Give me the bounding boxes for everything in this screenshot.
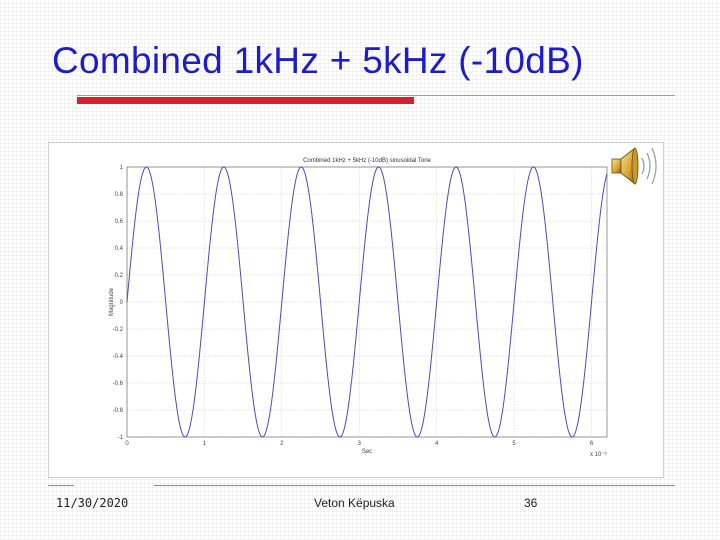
y-tick-label: 0.2 [115,273,124,279]
y-tick-label: 1 [120,165,124,171]
title-accent-bar [77,97,414,104]
y-tick-label: 0.4 [115,246,124,252]
x-tick-label: 2 [280,441,284,447]
title-divider [77,95,675,96]
x-axis-ticks: 0 1 2 3 4 5 6 [125,441,594,447]
y-axis-label: Magnitude [109,287,115,316]
y-axis-ticks: 1 0.8 0.6 0.4 0.2 0 -0.2 -0.4 -0.6 -0.8 -1 [113,165,124,441]
footer-page-number: 36 [524,496,538,510]
x-axis-label: Sec [362,449,372,455]
y-tick-label: 0 [120,300,124,306]
x-tick-label: 5 [512,441,516,447]
footer-divider [154,485,675,486]
audio-speaker-button[interactable] [604,140,662,194]
y-tick-label: -0.6 [113,381,124,387]
y-tick-label: -0.2 [113,327,124,333]
footer-divider-left [48,485,74,486]
chart-figure: Combined 1kHz + 5kHz (-10dB) sinusoidal … [48,142,664,478]
grid-lines [126,166,607,438]
x-tick-label: 0 [125,441,129,447]
slide-title: Combined 1kHz + 5kHz (-10dB) [52,40,584,81]
x-tick-label: 1 [203,441,207,447]
y-tick-label: -0.4 [113,354,124,360]
x-tick-label: 6 [590,441,594,447]
x-tick-label: 3 [358,441,362,447]
footer-author: Veton Këpuska [314,496,395,510]
y-tick-label: 0.8 [115,192,124,198]
x-axis-exponent-label: x 10⁻³ [590,452,607,458]
speaker-icon [611,147,657,185]
series-line-0 [126,166,608,438]
x-tick-label: 4 [435,441,439,447]
series-layer [126,166,608,438]
y-tick-label: -1 [118,435,124,441]
waveform-chart: Combined 1kHz + 5kHz (-10dB) sinusoidal … [109,158,608,458]
footer-date: 11/30/2020 [56,496,129,510]
chart-title: Combined 1kHz + 5kHz (-10dB) sinusoidal … [303,158,431,164]
y-tick-label: 0.6 [115,219,124,225]
y-tick-label: -0.8 [113,408,124,414]
